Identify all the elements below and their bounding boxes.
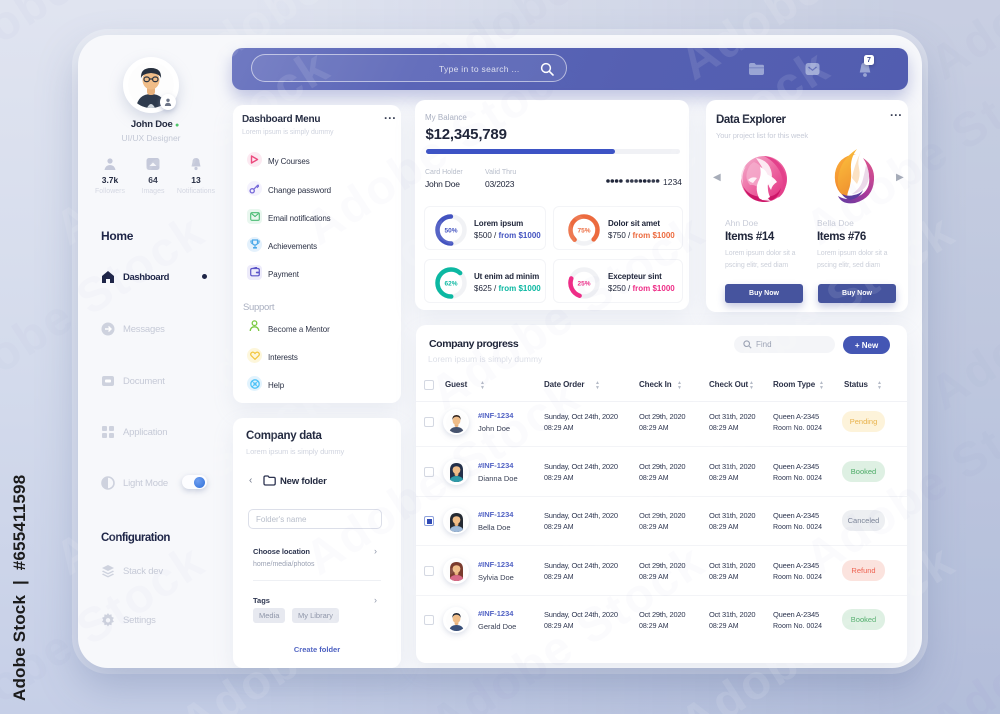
svg-text:62%: 62% <box>444 281 457 288</box>
svg-text:25%: 25% <box>577 281 590 288</box>
svg-text:75%: 75% <box>577 228 590 235</box>
svg-text:50%: 50% <box>444 228 457 235</box>
